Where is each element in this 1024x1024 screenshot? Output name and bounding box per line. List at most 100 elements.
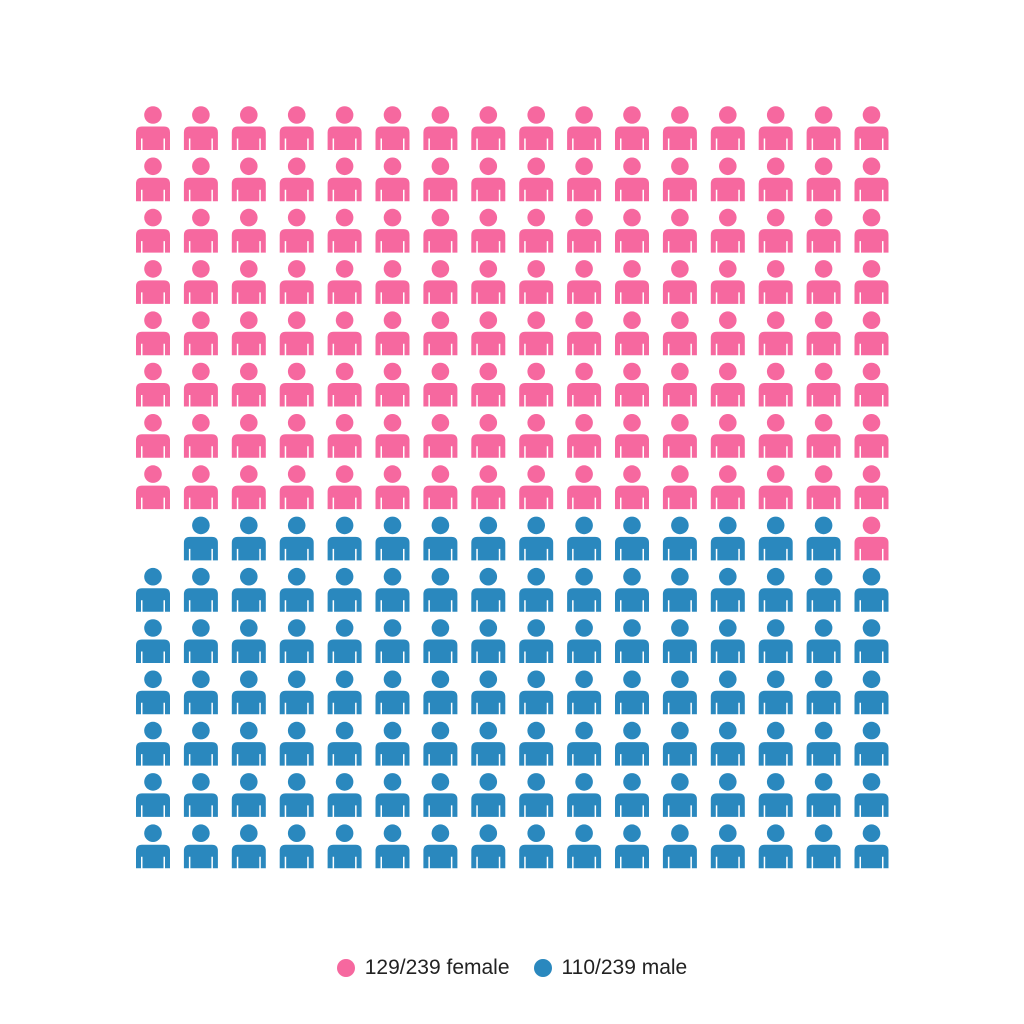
- person-icon-male: [758, 773, 793, 817]
- person-icon-female: [471, 157, 506, 202]
- person-icon-female: [423, 465, 458, 510]
- person-icon-female: [279, 362, 314, 407]
- person-icon-female: [231, 414, 266, 458]
- person-icon-male: [854, 670, 889, 715]
- person-icon-male: [183, 619, 218, 663]
- person-icon-male: [710, 721, 745, 766]
- person-icon-female: [231, 208, 266, 253]
- person-icon-male: [471, 773, 506, 817]
- person-icon-female: [183, 157, 218, 202]
- person-icon-female: [662, 465, 697, 510]
- person-icon-male: [471, 619, 506, 663]
- person-icon-female: [567, 362, 602, 407]
- person-icon-male: [758, 721, 793, 766]
- person-icon-male: [423, 670, 458, 715]
- person-icon-male: [183, 773, 218, 817]
- person-icon-female: [471, 260, 506, 304]
- person-icon-male: [615, 721, 649, 766]
- person-icon-female: [854, 106, 889, 150]
- person-icon-male: [423, 773, 458, 817]
- person-icon-male: [519, 773, 554, 817]
- person-icon-male: [375, 567, 410, 612]
- person-icon-female: [375, 260, 410, 304]
- person-icon-male: [279, 516, 314, 561]
- person-icon-male: [231, 516, 266, 561]
- person-icon-male: [183, 721, 218, 766]
- person-icon-male: [710, 773, 745, 817]
- person-icon-male: [662, 567, 697, 612]
- person-icon-male: [231, 567, 266, 612]
- person-icon-male: [662, 619, 697, 663]
- person-icon-female: [615, 208, 649, 253]
- person-icon-female: [758, 157, 793, 202]
- person-icon-female: [327, 362, 362, 407]
- person-icon-male: [519, 516, 554, 561]
- person-icon-male: [327, 721, 362, 766]
- person-icon-male: [183, 567, 218, 612]
- person-icon-female: [183, 414, 218, 458]
- person-icon-female: [519, 311, 554, 356]
- person-icon-male: [710, 824, 745, 869]
- person-icon-female: [710, 465, 745, 510]
- person-icon-male: [567, 567, 602, 612]
- person-icon-male: [806, 721, 841, 766]
- person-icon-female: [758, 465, 793, 510]
- person-icon-female: [279, 465, 314, 510]
- person-icon-female: [710, 362, 745, 407]
- person-icon-female: [471, 414, 506, 458]
- person-icon-female: [662, 362, 697, 407]
- person-icon-female: [662, 260, 697, 304]
- person-icon-female: [279, 208, 314, 253]
- person-icon-female: [519, 260, 554, 304]
- person-icon-male: [327, 773, 362, 817]
- person-icon-male: [710, 670, 745, 715]
- person-icon-female: [567, 465, 602, 510]
- person-icon-male: [423, 619, 458, 663]
- person-icon-male: [758, 824, 793, 869]
- person-icon-female: [615, 157, 649, 202]
- person-icon-female: [471, 311, 506, 356]
- person-icon-male: [136, 773, 170, 817]
- person-icon-male: [662, 516, 697, 561]
- person-icon-male: [662, 773, 697, 817]
- legend-label-female: 129/239 female: [364, 956, 510, 979]
- person-icon-female: [519, 106, 554, 150]
- person-icon-female: [806, 106, 841, 150]
- person-icon-female: [710, 106, 745, 150]
- person-icon-male: [806, 670, 841, 715]
- person-icon-female: [519, 208, 554, 253]
- person-icon-male: [375, 516, 410, 561]
- person-icon-female: [423, 311, 458, 356]
- person-icon-female: [854, 311, 889, 356]
- person-icon-female: [519, 465, 554, 510]
- person-icon-female: [615, 362, 649, 407]
- person-icon-female: [471, 208, 506, 253]
- person-icon-male: [375, 773, 410, 817]
- person-icon-male: [519, 824, 554, 869]
- person-icon-male: [567, 721, 602, 766]
- person-icon-female: [758, 414, 793, 458]
- person-icon-female: [806, 157, 841, 202]
- person-icon-male: [183, 516, 218, 561]
- person-icon-male: [231, 773, 266, 817]
- person-icon-female: [710, 260, 745, 304]
- person-icon-male: [806, 824, 841, 869]
- person-icon-male: [183, 670, 218, 715]
- person-icon-female: [710, 311, 745, 356]
- person-icon-female: [231, 465, 266, 510]
- person-icon-female: [231, 362, 266, 407]
- person-icon-male: [375, 670, 410, 715]
- person-icon-male: [854, 619, 889, 663]
- person-icon-female: [854, 516, 889, 561]
- person-icon-female: [662, 106, 697, 150]
- person-icon-male: [567, 619, 602, 663]
- person-icon-male: [279, 824, 314, 869]
- person-icon-male: [423, 516, 458, 561]
- person-icon-female: [854, 208, 889, 253]
- person-icon-female: [375, 106, 410, 150]
- person-icon-female: [615, 260, 649, 304]
- person-icon-female: [183, 260, 218, 304]
- person-icon-male: [327, 619, 362, 663]
- person-icon-female: [183, 465, 218, 510]
- person-icon-male: [471, 567, 506, 612]
